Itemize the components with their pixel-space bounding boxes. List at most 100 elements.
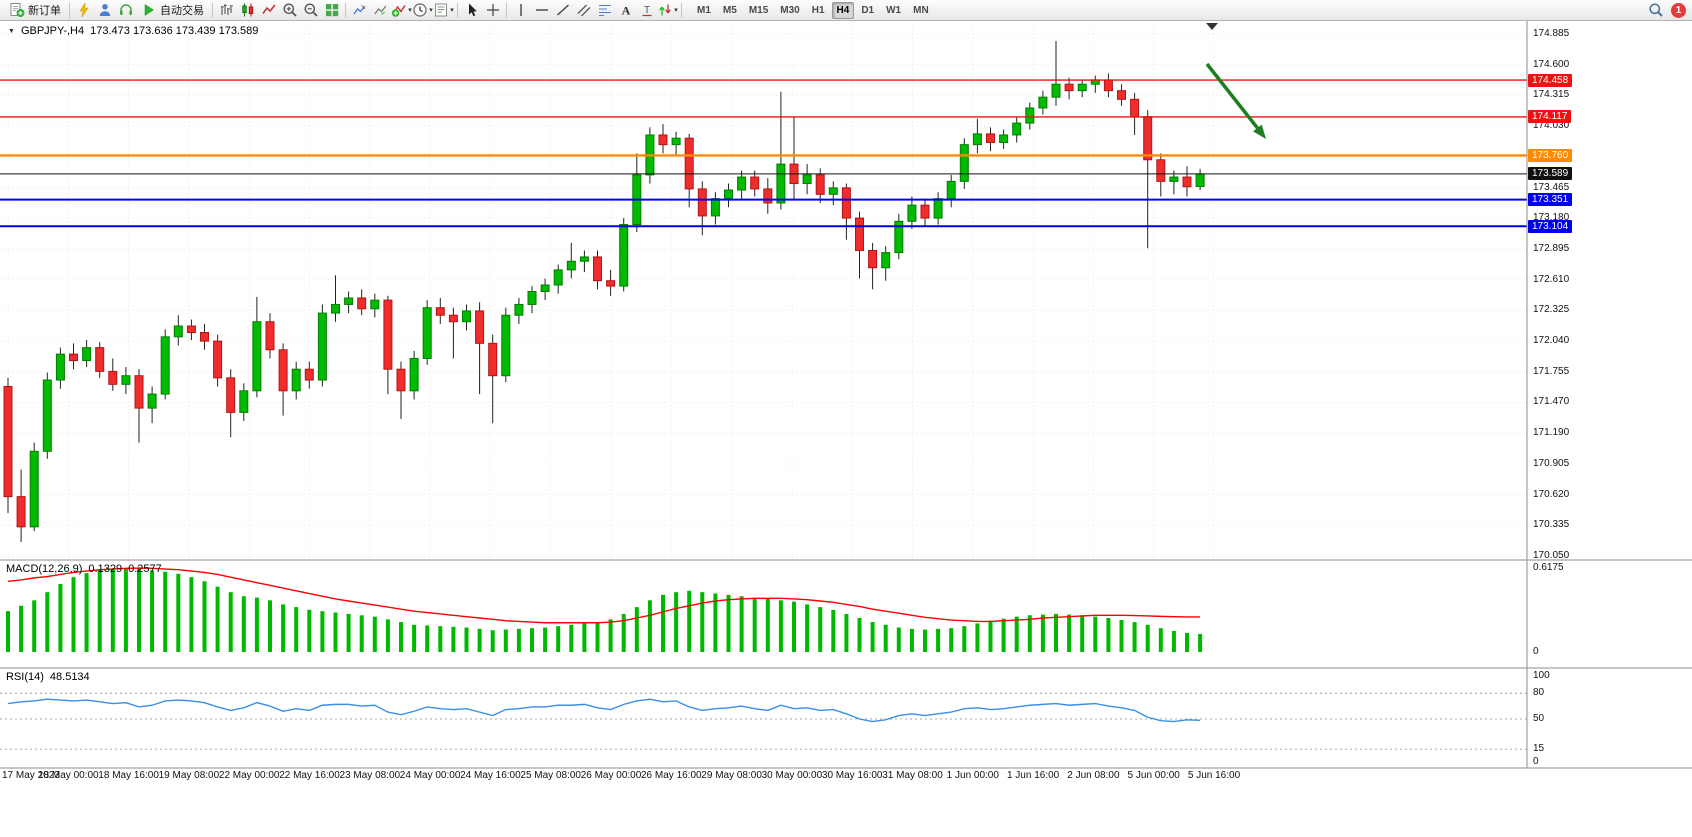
play-icon	[144, 4, 154, 16]
rsi-value: 48.5134	[49, 671, 90, 683]
bar-chart-button[interactable]	[216, 1, 237, 20]
one-click-trading-toggle-icon[interactable]: ▼	[8, 27, 15, 35]
toolbar-separator	[69, 2, 70, 18]
toolbar-separator	[345, 2, 346, 18]
new-order-button[interactable]: 新订单	[4, 1, 66, 20]
rsi-line	[7, 698, 1201, 723]
timeframe-h1-button[interactable]: H1	[811, 4, 825, 16]
clock-icon	[413, 3, 427, 17]
cursor-icon	[468, 3, 477, 17]
macd-label: MACD(12,26,9) 0.1329 0.2577	[6, 563, 162, 575]
zoom-out-icon	[304, 3, 318, 17]
timeframe-m15-button[interactable]: M15	[748, 4, 769, 16]
tline-icon	[556, 4, 569, 16]
timeframe-group: M1 M5 M15 M30 H1 H4 D1 W1 MN	[691, 1, 935, 19]
svg-text:A: A	[621, 4, 630, 18]
new-order-icon	[10, 3, 25, 17]
add-indicator-button[interactable]: ▾	[391, 1, 412, 20]
hline-icon	[535, 9, 548, 11]
add-ind-icon	[392, 5, 406, 17]
indicator-list-button[interactable]	[370, 1, 391, 20]
hline-objects	[0, 79, 1527, 228]
arrow-annotation[interactable]	[1205, 62, 1266, 139]
macd-signal-value: 0.2577	[128, 563, 162, 575]
templates-button[interactable]: ▾	[433, 1, 454, 20]
line-chart-button[interactable]	[258, 1, 279, 20]
timeframe-mn-button[interactable]: MN	[913, 4, 929, 16]
candles-layer	[3, 41, 1205, 542]
rsi-label: RSI(14) 48.5134	[6, 671, 90, 683]
shift-end-marker-icon[interactable]	[1206, 23, 1218, 30]
rsi-name: RSI(14)	[6, 671, 44, 683]
toolbar-separator	[681, 2, 682, 18]
dropdown-caret-icon[interactable]: ▾	[429, 7, 433, 14]
trendline-button[interactable]	[552, 1, 573, 20]
tile-windows-button[interactable]	[321, 1, 342, 20]
chart-ohlc: 173.473 173.636 173.439 173.589	[90, 25, 259, 37]
autotrading-button-label: 自动交易	[160, 5, 204, 17]
candles-icon	[241, 3, 253, 17]
timeframe-m5-button[interactable]: M5	[722, 4, 737, 16]
toolbar-separator	[506, 2, 507, 18]
autotrading-button[interactable]: 自动交易	[136, 1, 209, 20]
cursor-button[interactable]	[461, 1, 482, 20]
headset-icon	[119, 4, 132, 15]
macd-value: 0.1329	[88, 563, 123, 575]
grid	[0, 21, 1527, 560]
timeframe-m30-button[interactable]: M30	[780, 4, 800, 16]
template-icon	[435, 3, 448, 17]
timeframe-d1-button[interactable]: D1	[861, 4, 875, 16]
crosshair-icon	[486, 4, 499, 16]
vertical-line-button[interactable]	[510, 1, 531, 20]
chart-header: ▼ GBPJPY-,H4 173.473 173.636 173.439 173…	[8, 25, 258, 37]
zoom-out-button[interactable]	[300, 1, 321, 20]
timeframe-m1-button[interactable]: M1	[697, 4, 711, 16]
timeframe-h4-button[interactable]: H4	[831, 1, 855, 19]
macd-name: MACD(12,26,9)	[6, 563, 83, 575]
market-watch-button[interactable]	[115, 1, 136, 20]
text-button[interactable]: A	[615, 1, 636, 20]
dropdown-caret-icon[interactable]: ▾	[674, 7, 678, 14]
zoom-in-button[interactable]	[279, 1, 300, 20]
arrows-icon	[659, 4, 671, 16]
channel-icon	[577, 4, 590, 17]
chart-arrow2-icon	[373, 5, 387, 15]
periods-button[interactable]: ▾	[412, 1, 433, 20]
chart-title: GBPJPY-,H4	[20, 25, 85, 37]
fibonacci-button[interactable]	[594, 1, 615, 20]
person-icon	[99, 4, 110, 16]
svg-text:T: T	[643, 5, 649, 16]
search-button[interactable]	[1645, 1, 1666, 20]
fibo-icon	[598, 4, 611, 17]
zoom-in-icon	[283, 3, 297, 17]
toolbar-separator	[457, 2, 458, 18]
dropdown-caret-icon[interactable]: ▾	[408, 7, 412, 14]
new-order-button-label: 新订单	[28, 5, 61, 17]
macd-signal-line	[7, 567, 1201, 624]
labelT-icon: T	[642, 5, 651, 17]
toolbar-separator	[212, 2, 213, 18]
bolt-icon	[79, 2, 88, 18]
indicator-window-button[interactable]	[349, 1, 370, 20]
rsi-pane	[0, 692, 1527, 750]
search-icon	[1648, 3, 1663, 17]
macd-pane	[6, 567, 1203, 652]
horizontal-line-button[interactable]	[531, 1, 552, 20]
charts-toolbar-button[interactable]	[73, 1, 94, 20]
candlestick-chart-button[interactable]	[237, 1, 258, 20]
crosshair-button[interactable]	[482, 1, 503, 20]
toolbar: 新订单 自动交易 ▾ ▾ ▾ A T ▾ M1 M5 M15 M30 H1 H4 D1 W1 MN 1	[0, 0, 1692, 21]
toolbar-right-group: 1	[1645, 1, 1688, 20]
polyline-icon	[261, 4, 276, 14]
dropdown-caret-icon[interactable]: ▾	[450, 7, 454, 14]
textA-icon: A	[621, 4, 630, 18]
text-label-button[interactable]: T	[636, 1, 657, 20]
grid-icon	[325, 4, 338, 17]
profile-button[interactable]	[94, 1, 115, 20]
arrows-button[interactable]: ▾	[657, 1, 678, 20]
timeframe-w1-button[interactable]: W1	[886, 4, 902, 16]
notification-badge[interactable]: 1	[1671, 2, 1686, 18]
channel-button[interactable]	[573, 1, 594, 20]
chart-arrow-icon	[352, 4, 366, 15]
